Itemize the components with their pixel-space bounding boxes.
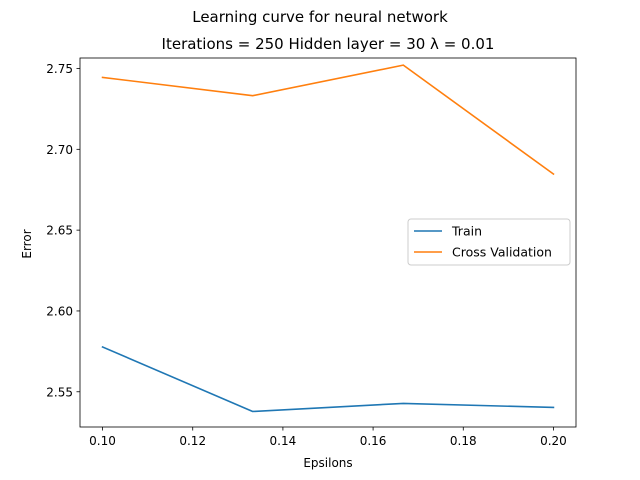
y-tick-label: 2.55 [46, 385, 73, 399]
x-tick-label: 0.18 [450, 434, 477, 448]
series-line-0 [101, 345, 555, 413]
legend-box [407, 218, 571, 266]
series-line-1 [101, 64, 555, 176]
x-tick-label: 0.16 [360, 434, 387, 448]
y-axis-label: Error [20, 229, 34, 258]
chart-title: Iterations = 250 Hidden layer = 30 λ = 0… [162, 35, 495, 53]
legend-label-0: Train [451, 224, 482, 239]
y-tick-label: 2.75 [46, 62, 73, 76]
x-tick-label: 0.20 [540, 434, 567, 448]
axes-frame [79, 57, 577, 428]
legend: Train Cross Validation [407, 218, 571, 266]
x-tick-label: 0.12 [179, 434, 206, 448]
legend-label-1: Cross Validation [452, 245, 552, 260]
y-tick-label: 2.60 [46, 304, 73, 318]
x-tick-label: 0.14 [270, 434, 297, 448]
plot-area: 0.10 0.12 0.14 0.16 0.18 0.20 2.55 2.60 2.65 2.70… [46, 57, 577, 448]
x-tick-label: 0.10 [89, 434, 116, 448]
x-axis-label: Epsilons [303, 456, 352, 470]
y-tick-label: 2.65 [46, 224, 73, 238]
chart-suptitle: Learning curve for neural network [192, 8, 448, 26]
y-tick-label: 2.70 [46, 143, 73, 157]
